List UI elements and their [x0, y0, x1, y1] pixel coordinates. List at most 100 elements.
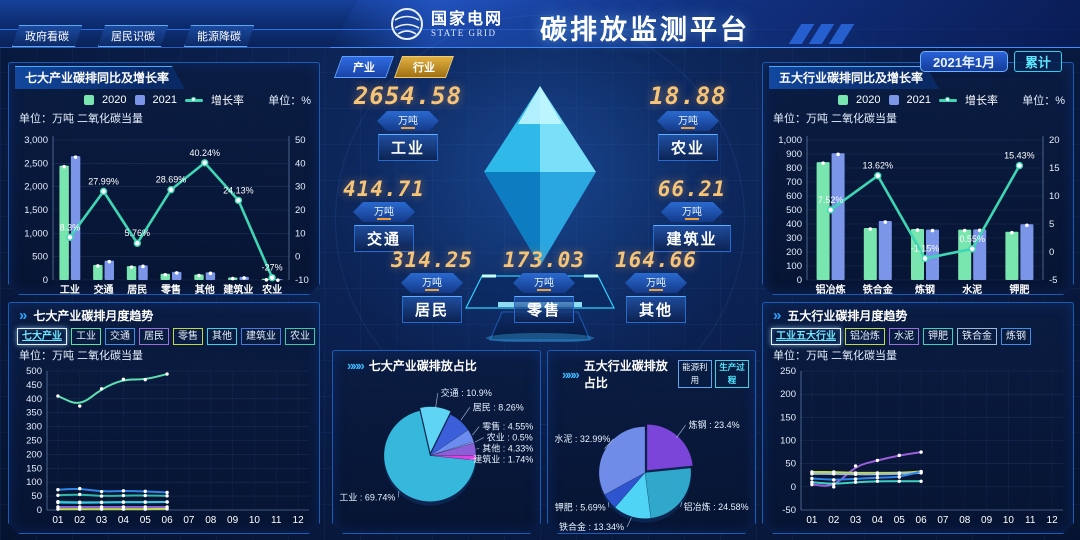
nav-government-carbon-button[interactable]: 政府看碳 [12, 25, 82, 47]
svg-text:12: 12 [1047, 515, 1059, 525]
svg-text:06: 06 [916, 515, 928, 525]
stat-name: 交通 [353, 225, 414, 252]
svg-text:300: 300 [786, 233, 802, 244]
triple-arrow-icon: »»» [347, 358, 363, 373]
unit-badge: 万吨 [401, 273, 463, 293]
svg-text:15: 15 [1049, 163, 1060, 174]
svg-text:05: 05 [140, 515, 152, 525]
svg-text:-50: -50 [782, 505, 796, 516]
filter-button-居民[interactable]: 居民 [139, 328, 169, 345]
stat-retail: 173.03 万吨 零售 [485, 248, 603, 323]
tab-industry-category[interactable]: 产业 [333, 56, 395, 78]
svg-text:交通: 交通 [94, 283, 114, 296]
svg-text:15.43%: 15.43% [1004, 151, 1035, 161]
filter-button-零售[interactable]: 零售 [173, 328, 203, 345]
svg-text:1,000: 1,000 [778, 135, 802, 146]
svg-text:2,500: 2,500 [24, 158, 48, 169]
svg-text:铝冶炼 : 24.58%: 铝冶炼 : 24.58% [684, 501, 749, 512]
filter-button-炼钢[interactable]: 炼钢 [1001, 328, 1031, 345]
stat-name: 建筑业 [653, 225, 731, 252]
double-arrow-icon: » [19, 306, 28, 324]
five-sector-monthly-chart: -50 0 50 100 150 200 250 01 02 03 04 05 06 07 08 09 10 11… [765, 363, 1071, 525]
svg-text:24.13%: 24.13% [223, 185, 254, 195]
nav-resident-carbon-button[interactable]: 居民识碳 [98, 25, 168, 47]
panel-seven-industry-yoy: 七大产业碳排同比及增长率 2020 2021 增长率 单位：% 单位：万吨 二氧… [8, 62, 320, 295]
cumulative-toggle-button[interactable]: 累计 [1014, 51, 1063, 72]
unit-badge: 万吨 [661, 202, 723, 222]
svg-text:02: 02 [828, 515, 840, 525]
svg-text:建筑业 : 1.74%: 建筑业 : 1.74% [473, 453, 533, 464]
svg-text:50: 50 [295, 135, 306, 146]
svg-text:07: 07 [183, 515, 195, 525]
svg-text:40: 40 [295, 158, 306, 169]
stat-other: 164.66 万吨 其他 [597, 248, 715, 323]
tab-sector-category[interactable]: 行业 [393, 56, 455, 78]
five-sector-yoy-chart: 0 100 200 300 400 500 600 700 800 900 1,000 -5 0 5 10 1… [765, 126, 1071, 296]
filter-button-建筑业[interactable]: 建筑业 [241, 328, 281, 345]
growth-line-icon [939, 99, 957, 102]
svg-text:5.76%: 5.76% [125, 228, 151, 238]
seven-industry-yoy-chart: 0 500 1,000 1,500 2,000 2,500 3,000 -10 0 10 20 30 4… [11, 126, 317, 296]
legend-2020-swatch [84, 95, 94, 105]
seven-industry-monthly-chart: 0 50 100 150 200 250 300 350 400 450 500 01 02 03 04 05… [11, 363, 317, 525]
svg-text:0: 0 [791, 482, 796, 493]
stat-resident: 314.25 万吨 居民 [373, 248, 491, 323]
svg-text:1,500: 1,500 [24, 205, 48, 216]
legend-2020-swatch [838, 95, 848, 105]
svg-text:工业 : 69.74%: 工业 : 69.74% [339, 493, 395, 503]
filter-button-交通[interactable]: 交通 [105, 328, 135, 345]
svg-text:500: 500 [786, 205, 802, 216]
svg-text:06: 06 [162, 515, 174, 525]
svg-text:0.55%: 0.55% [959, 234, 985, 244]
filter-button-铁合金[interactable]: 铁合金 [957, 328, 997, 345]
trend-filter-buttons: 七大产业 工业 交通 居民 零售 其他 建筑业 农业 [9, 324, 319, 345]
svg-text:零售: 零售 [160, 283, 181, 296]
svg-text:09: 09 [227, 515, 239, 525]
svg-text:农业 : 0.5%: 农业 : 0.5% [487, 431, 533, 442]
state-grid-logo-icon [391, 8, 423, 40]
svg-text:200: 200 [26, 449, 42, 460]
stat-name: 其他 [625, 296, 686, 323]
filter-button-能源利用[interactable]: 能源利用 [678, 360, 712, 388]
svg-text:27.99%: 27.99% [88, 176, 119, 186]
nav-energy-carbon-button[interactable]: 能源降碳 [184, 25, 254, 47]
page-title: 碳排放监测平台 [540, 15, 750, 45]
svg-text:03: 03 [850, 515, 862, 525]
svg-text:零售 : 4.55%: 零售 : 4.55% [482, 420, 533, 431]
filter-button-钾肥[interactable]: 钾肥 [923, 328, 953, 345]
date-selector-button[interactable]: 2021年1月 [920, 51, 1009, 72]
svg-text:水泥 : 32.99%: 水泥 : 32.99% [554, 433, 610, 444]
svg-text:200: 200 [780, 389, 796, 400]
svg-text:其他: 其他 [195, 283, 215, 296]
svg-text:07: 07 [937, 515, 949, 525]
panel-five-sector-monthly: » 五大行业碳排月度趋势 工业五大行业 铝冶炼 水泥 钾肥 铁合金 炼钢 单位：万吨 二氧… [762, 302, 1074, 534]
panel-five-sector-share: »»» 五大行业碳排放占比 能源利用 生产过程 炼钢 : 23.4% 铝冶炼 : 2… [547, 350, 756, 534]
unit-label-left: 单位：万吨 二氧化碳当量 [773, 350, 898, 362]
unit-badge: 万吨 [625, 273, 687, 293]
filter-button-生产过程[interactable]: 生产过程 [715, 360, 749, 388]
filter-button-铝冶炼[interactable]: 铝冶炼 [845, 328, 885, 345]
svg-text:5: 5 [1049, 219, 1054, 230]
seven-industry-share-chart: 交通 : 10.9% 居民 : 8.26% 零售 : 4.55%农业 : 0.5%其… [334, 374, 539, 528]
pie-mode-buttons: 能源利用 生产过程 [678, 360, 749, 388]
stat-construction: 66.21 万吨 建筑业 [633, 177, 751, 252]
svg-text:08: 08 [959, 515, 971, 525]
svg-text:150: 150 [26, 463, 42, 474]
svg-text:铝冶炼: 铝冶炼 [816, 283, 846, 296]
filter-button-七大产业[interactable]: 七大产业 [17, 328, 67, 345]
filter-button-工业[interactable]: 工业 [71, 328, 101, 345]
filter-button-工业五大行业[interactable]: 工业五大行业 [771, 328, 841, 345]
svg-text:8.3%: 8.3% [60, 222, 81, 232]
svg-text:20: 20 [295, 205, 306, 216]
svg-text:13.62%: 13.62% [863, 161, 894, 171]
filter-button-其他[interactable]: 其他 [207, 328, 237, 345]
svg-text:01: 01 [52, 515, 64, 525]
growth-line-icon [185, 99, 203, 102]
stat-agriculture: 18.88 万吨 农业 [629, 82, 747, 161]
filter-button-农业[interactable]: 农业 [285, 328, 315, 345]
stat-transport: 414.71 万吨 交通 [325, 177, 443, 252]
svg-text:350: 350 [26, 408, 42, 419]
filter-button-水泥[interactable]: 水泥 [889, 328, 919, 345]
svg-text:04: 04 [872, 515, 884, 525]
